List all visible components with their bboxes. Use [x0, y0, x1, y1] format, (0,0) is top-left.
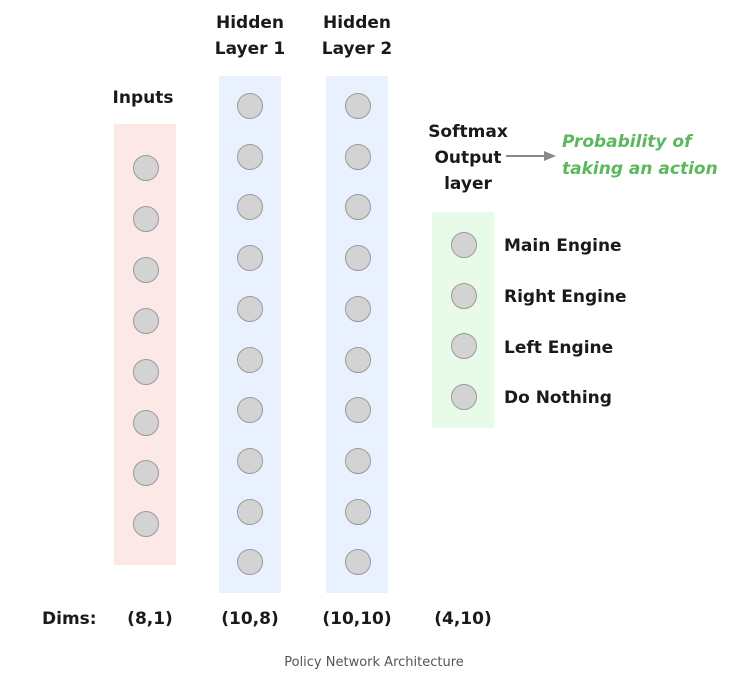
inputs-title-line: Inputs [112, 88, 174, 108]
inputs-node [133, 359, 159, 385]
output-node [451, 232, 477, 258]
hidden1-node [237, 144, 263, 170]
dims-output-layer: (4,10) [434, 609, 492, 629]
hidden-1-title-line-1: Hidden [215, 13, 285, 33]
softmax-title-line-2: Output [434, 148, 502, 168]
inputs-layer-band [114, 124, 176, 565]
probability-note-line-2: taking an action [562, 159, 718, 179]
probability-note-line-1: Probability of [562, 132, 692, 152]
hidden1-node [237, 499, 263, 525]
hidden1-node [237, 549, 263, 575]
arrow-right-icon [506, 151, 556, 161]
inputs-node [133, 206, 159, 232]
output-label-do-nothing: Do Nothing [504, 388, 612, 408]
dims-inputs: (8,1) [127, 609, 173, 629]
hidden2-node [345, 397, 371, 423]
hidden2-node [345, 296, 371, 322]
output-node [451, 333, 477, 359]
inputs-node [133, 511, 159, 537]
output-node [451, 283, 477, 309]
output-label-main-engine: Main Engine [504, 236, 622, 256]
hidden1-node [237, 245, 263, 271]
arrow-head [544, 151, 556, 161]
inputs-node [133, 460, 159, 486]
hidden-layer-1-title: Hidden Layer 1 [200, 10, 300, 62]
inputs-node [133, 308, 159, 334]
hidden-2-title-line-2: Layer 2 [321, 39, 393, 59]
inputs-layer-title: Inputs [96, 85, 190, 111]
inputs-node [133, 410, 159, 436]
probability-note: Probability of taking an action [562, 129, 732, 183]
inputs-node [133, 155, 159, 181]
output-label-left-engine: Left Engine [504, 338, 614, 358]
hidden-layer-2-title: Hidden Layer 2 [307, 10, 407, 62]
hidden1-node [237, 93, 263, 119]
hidden2-node [345, 448, 371, 474]
softmax-title-line-3: layer [444, 174, 492, 194]
softmax-title-line-1: Softmax [428, 122, 508, 142]
hidden2-node [345, 549, 371, 575]
dims-label: Dims: [42, 609, 97, 629]
output-label-right-engine: Right Engine [504, 287, 627, 307]
hidden2-node [345, 144, 371, 170]
figure-caption: Policy Network Architecture [284, 655, 464, 670]
hidden2-node [345, 194, 371, 220]
dims-hidden-layer-1: (10,8) [221, 609, 279, 629]
dims-hidden-layer-2: (10,10) [322, 609, 392, 629]
hidden-1-title-line-2: Layer 1 [214, 39, 286, 59]
hidden1-node [237, 347, 263, 373]
hidden-2-title-line-1: Hidden [322, 13, 392, 33]
hidden2-node [345, 499, 371, 525]
hidden1-node [237, 194, 263, 220]
hidden1-node [237, 296, 263, 322]
inputs-node [133, 257, 159, 283]
output-node [451, 384, 477, 410]
hidden1-node [237, 448, 263, 474]
hidden1-node [237, 397, 263, 423]
hidden2-node [345, 245, 371, 271]
hidden2-node [345, 347, 371, 373]
hidden2-node [345, 93, 371, 119]
softmax-output-layer-title: Softmax Output layer [418, 119, 518, 197]
